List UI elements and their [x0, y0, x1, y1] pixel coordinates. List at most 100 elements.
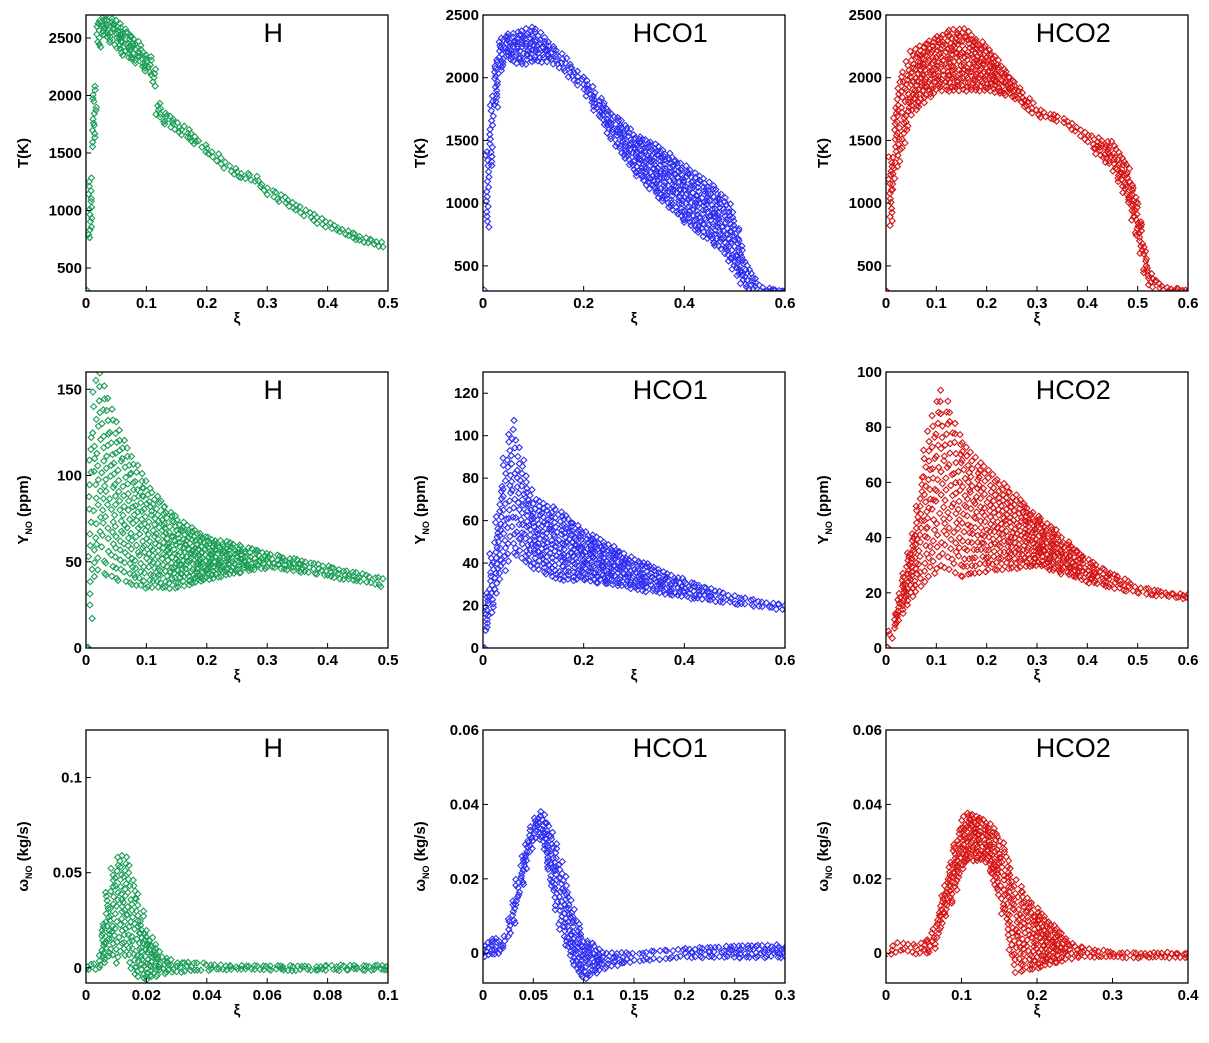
y-tick-label: 0 [74, 640, 82, 657]
data-point [980, 511, 989, 520]
data-point [633, 585, 642, 594]
data-point [1005, 946, 1013, 954]
y-axis-label: ωNO (kg/s) [412, 821, 431, 891]
data-point [637, 170, 646, 179]
data-point [1098, 137, 1106, 145]
data-point [572, 946, 581, 955]
data-point [772, 605, 780, 613]
data-point [620, 549, 628, 558]
data-point [544, 38, 553, 46]
data-point [322, 961, 330, 970]
data-point [598, 561, 607, 570]
data-point [1090, 144, 1098, 153]
data-point [594, 579, 602, 587]
data-point [937, 468, 945, 476]
data-point [112, 438, 121, 447]
data-point [1092, 150, 1100, 158]
data-point [564, 515, 572, 523]
data-point [91, 86, 99, 94]
data-point [940, 456, 948, 465]
data-point [976, 517, 985, 525]
data-point [590, 555, 599, 563]
data-point [87, 433, 95, 442]
data-point [967, 472, 975, 481]
data-point [984, 474, 993, 482]
data-point [122, 859, 130, 868]
data-point [572, 541, 581, 549]
data-point [202, 141, 210, 149]
data-point [598, 959, 606, 968]
data-point [112, 902, 121, 910]
data-point [542, 543, 550, 551]
data-point [537, 831, 546, 840]
data-point [501, 552, 509, 560]
data-point [280, 557, 289, 565]
data-point [599, 554, 608, 562]
data-point [284, 196, 292, 204]
data-point [338, 225, 347, 234]
data-point [683, 952, 691, 961]
data-point [236, 542, 245, 551]
data-point [948, 83, 957, 91]
data-point [522, 60, 530, 69]
data-point [992, 77, 1001, 85]
data-point [914, 560, 923, 568]
data-point [513, 42, 522, 51]
data-point [126, 32, 134, 41]
data-point [194, 137, 203, 145]
y-tick-label: 0.02 [450, 871, 479, 888]
data-point [133, 901, 142, 909]
data-point [677, 582, 686, 591]
data-point [119, 511, 127, 519]
data-point [540, 563, 549, 572]
data-point [95, 397, 103, 405]
data-point [517, 872, 526, 880]
data-point [1024, 550, 1033, 559]
data-point [1010, 533, 1019, 542]
data-point [641, 165, 650, 173]
data-point [606, 134, 615, 143]
data-point [595, 566, 603, 574]
data-point [528, 57, 536, 66]
data-point [92, 520, 100, 528]
data-point [120, 558, 129, 567]
data-point [113, 867, 121, 875]
data-point [87, 214, 96, 222]
data-point [1122, 160, 1131, 169]
data-point [120, 502, 129, 511]
data-point [484, 611, 492, 620]
data-point [522, 856, 531, 865]
x-tick-label: 0.2 [573, 652, 594, 669]
data-point [175, 534, 183, 543]
data-point [1049, 533, 1057, 542]
data-point [539, 43, 547, 52]
y-tick-label: 40 [865, 530, 882, 547]
data-point [890, 174, 899, 183]
data-point [501, 500, 510, 508]
x-tick-label: 0.2 [196, 652, 217, 669]
y-axis-label: ωNO (kg/s) [15, 821, 34, 891]
data-point [141, 512, 149, 521]
data-point [268, 563, 277, 571]
data-point [99, 432, 108, 441]
data-point [946, 449, 954, 457]
y-tick-label: 1500 [446, 132, 479, 149]
data-point [546, 875, 555, 884]
data-point [886, 287, 891, 291]
data-point [198, 569, 207, 577]
data-point [1053, 540, 1061, 548]
data-point [680, 587, 688, 596]
data-point [353, 574, 361, 582]
data-point [1040, 547, 1048, 556]
data-point [964, 36, 972, 44]
data-point [641, 146, 649, 155]
data-point [193, 959, 201, 967]
data-point [533, 543, 542, 551]
data-point [609, 562, 618, 570]
data-point [1072, 546, 1081, 555]
data-point [939, 66, 948, 75]
data-point [907, 98, 915, 106]
data-point [529, 31, 537, 40]
x-tick-label: 0.2 [976, 295, 997, 312]
